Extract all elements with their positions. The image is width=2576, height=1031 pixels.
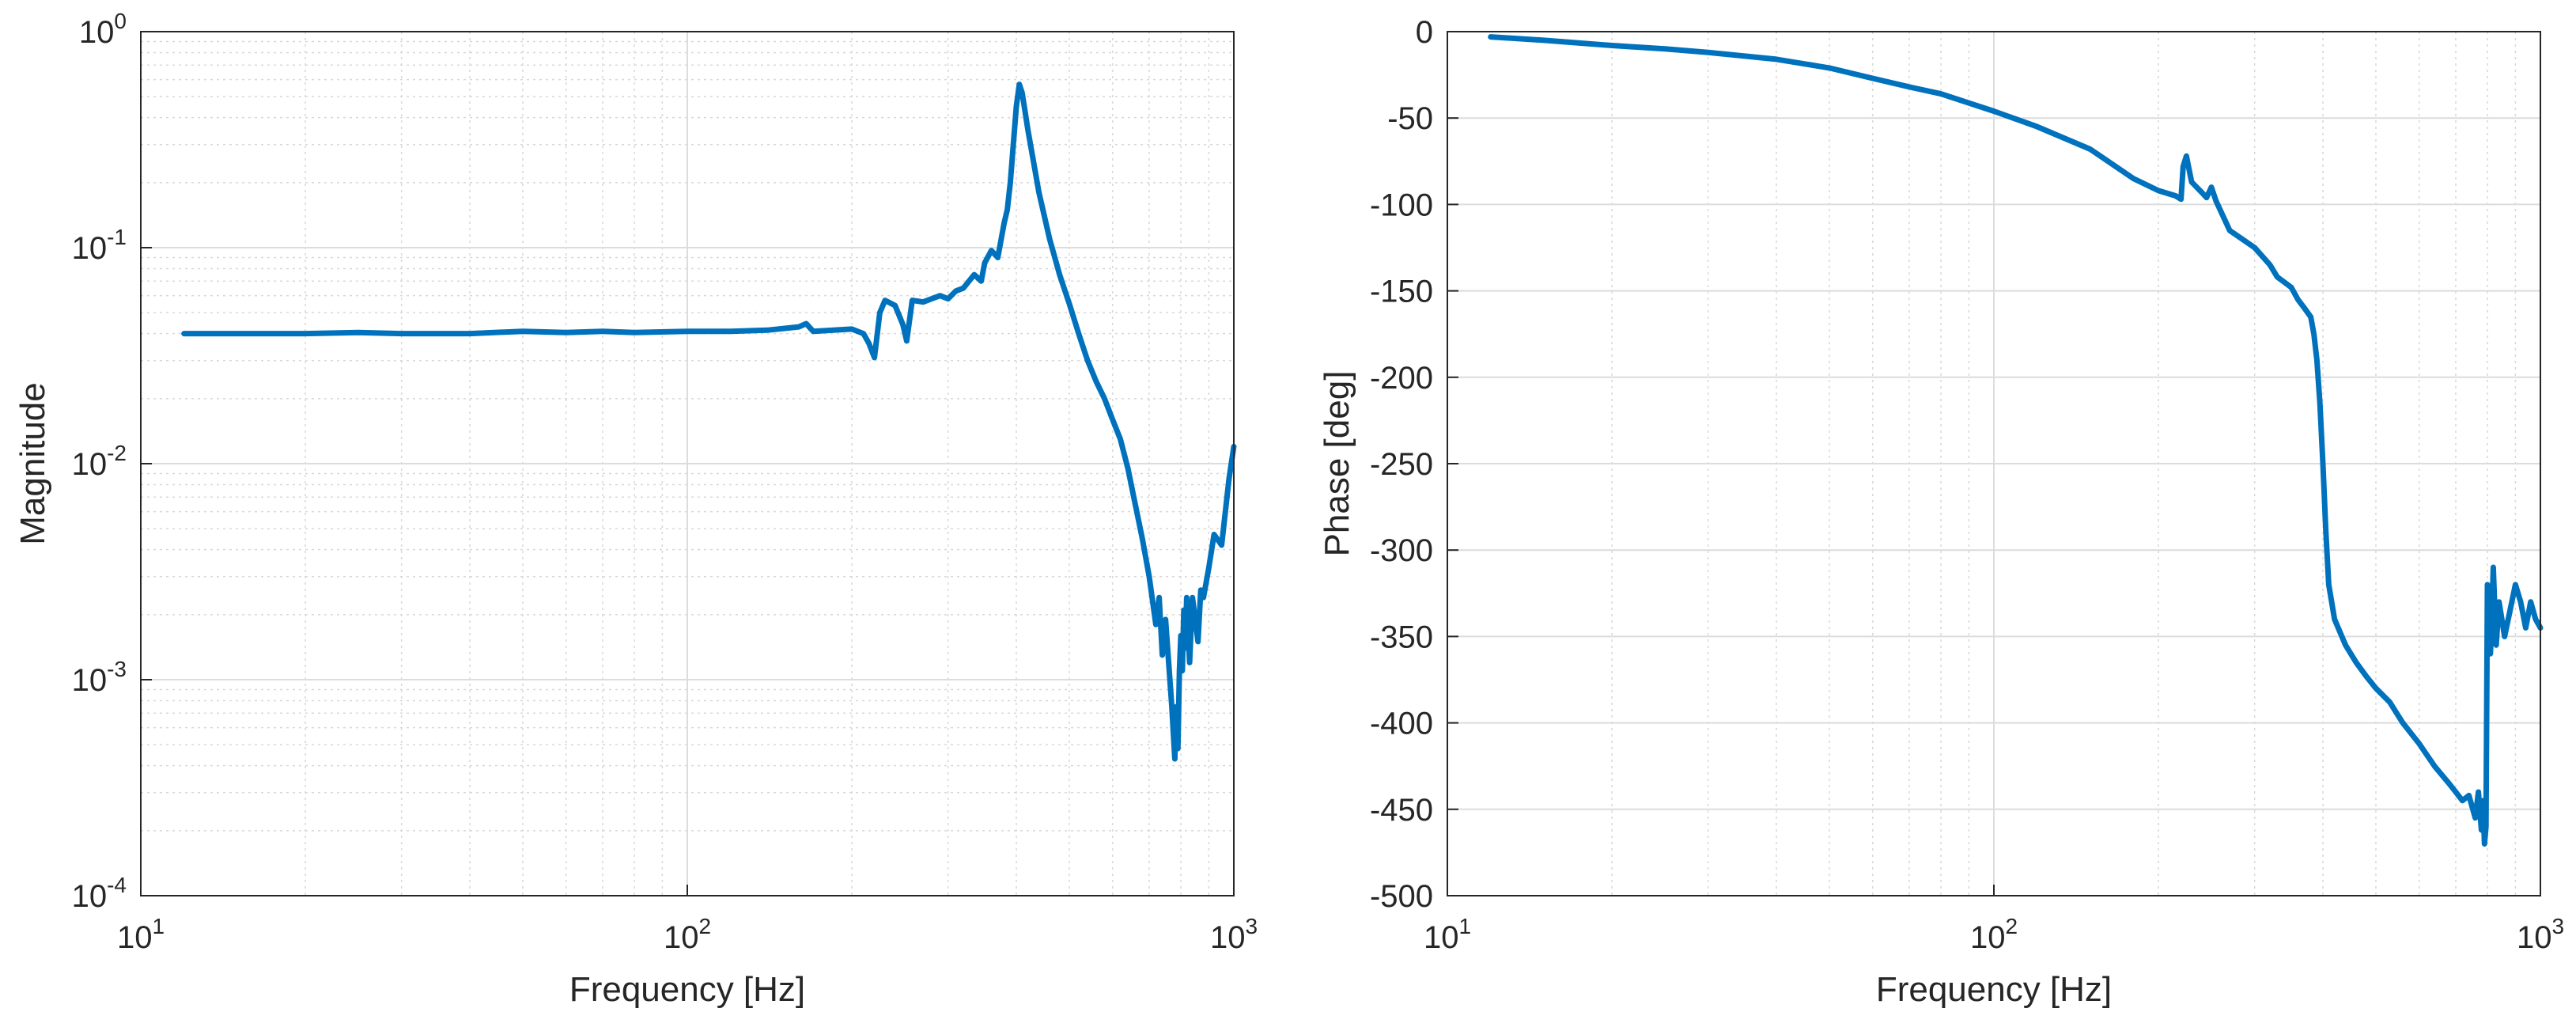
- y-tick-label: -50: [1387, 101, 1433, 136]
- x-tick-label: 102: [1970, 914, 2018, 955]
- y-tick-label: -400: [1370, 707, 1433, 741]
- x-axis-label: Frequency [Hz]: [569, 970, 805, 1009]
- y-tick-label: -250: [1370, 447, 1433, 482]
- series-line: [181, 81, 1237, 762]
- x-tick-label: 103: [1210, 914, 1258, 955]
- y-tick-label: -500: [1370, 879, 1433, 914]
- y-axis-label: Phase [deg]: [1318, 371, 1356, 557]
- y-tick-label: 10-4: [72, 873, 127, 914]
- y-tick-label: 10-3: [72, 657, 127, 698]
- y-axis-label: Magnitude: [13, 382, 52, 544]
- y-tick-label: -200: [1370, 361, 1433, 396]
- x-tick-label: 101: [1424, 914, 1471, 955]
- y-tick-label: 0: [1416, 15, 1433, 50]
- y-tick-label: -150: [1370, 275, 1433, 309]
- y-tick-label: 100: [79, 9, 127, 50]
- x-tick-label: 103: [2517, 914, 2564, 955]
- y-tick-label: -350: [1370, 620, 1433, 654]
- y-tick-label: -100: [1370, 188, 1433, 222]
- tick-labels: 101 102 103 100 10-1 10-2 10-3 10-4: [72, 9, 1258, 955]
- x-tick-label: 101: [117, 914, 165, 955]
- tick-labels: 101 102 103 0 -50 -100 -150 -200 -250 -300 -350 -40…: [1370, 15, 2564, 955]
- y-tick-label: 10-2: [72, 441, 127, 482]
- y-tick-label: -300: [1370, 533, 1433, 568]
- y-tick-label: -450: [1370, 793, 1433, 828]
- series-line: [1488, 34, 2544, 847]
- x-tick-label: 102: [664, 914, 711, 955]
- y-tick-label: 10-1: [72, 225, 127, 266]
- phase-chart: 101 102 103 0 -50 -100 -150 -200 -250 -300 -350 -40…: [1318, 15, 2564, 1009]
- magnitude-chart: 101 102 103 100 10-1 10-2 10-3 10-4 Frequency […: [13, 9, 1258, 1009]
- data-layer: [181, 81, 1237, 762]
- data-layer: [1488, 34, 2544, 847]
- x-axis-label: Frequency [Hz]: [1876, 970, 2112, 1009]
